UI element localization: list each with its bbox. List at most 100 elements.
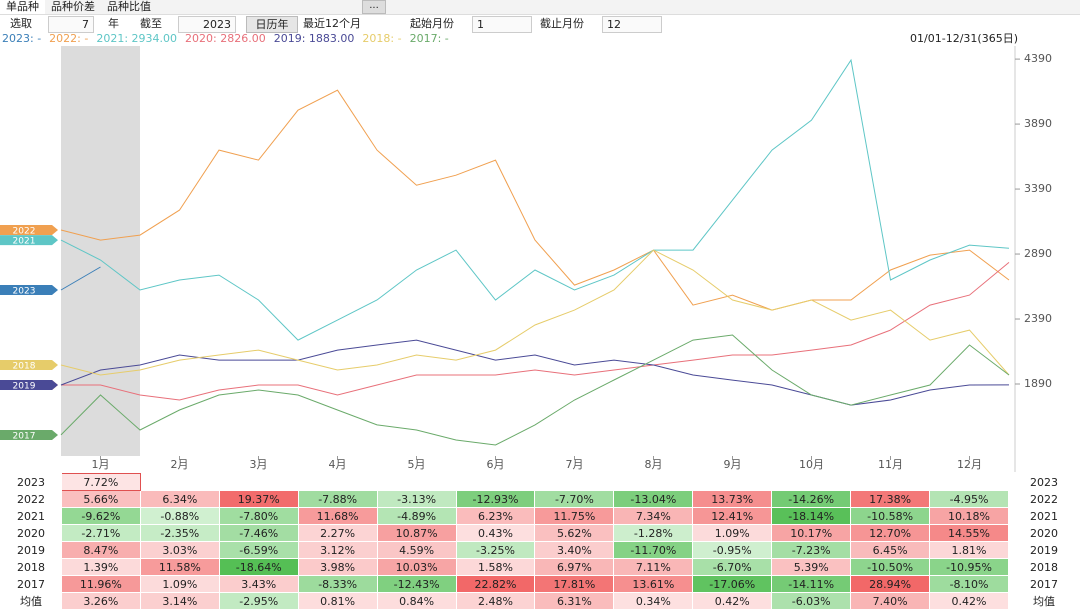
cell: 10.17% (771, 524, 852, 542)
series-tag (0, 285, 58, 296)
label: 截至 (140, 17, 162, 30)
legend-entry: 2019: 1883.00 (273, 32, 355, 45)
cell: 12.70% (850, 524, 931, 542)
tab[interactable]: 品种价差 (51, 0, 95, 13)
cell: -18.14% (771, 507, 852, 525)
cell: 4.59% (376, 541, 457, 559)
empty-cell (534, 473, 615, 491)
cell: 2.27% (297, 524, 378, 542)
series-tag (0, 224, 58, 235)
x-tick-label: 12月 (957, 458, 982, 471)
cell: 3.40% (534, 541, 615, 559)
cell: -9.62% (60, 507, 141, 525)
cell: 11.96% (60, 575, 141, 593)
cell: -13.04% (613, 490, 694, 508)
row-label: 2020 (0, 524, 62, 542)
cell: -4.95% (929, 490, 1009, 508)
cell: 3.26% (60, 592, 141, 610)
end-select[interactable]: 12 (602, 16, 662, 33)
cell: 6.31% (534, 592, 615, 610)
row-label: 均值 (0, 592, 62, 610)
label: 选取 (10, 17, 32, 30)
empty-cell (771, 473, 852, 491)
cell: 17.81% (534, 575, 615, 593)
label: 截止月份 (540, 17, 584, 30)
legend-entry: 2018: - (362, 32, 402, 45)
empty-cell (455, 473, 536, 491)
series-tag (0, 360, 58, 371)
more-button[interactable]: ... (362, 0, 386, 14)
cell: 1.09% (139, 575, 220, 593)
cell: -2.95% (218, 592, 299, 610)
x-tick-label: 5月 (408, 458, 426, 471)
cell: 3.12% (297, 541, 378, 559)
x-tick-label: 6月 (487, 458, 505, 471)
series-tag-label: 2017 (13, 431, 36, 441)
y-tick-label: 3390 (1024, 182, 1052, 195)
start-select[interactable]: 1 (472, 16, 532, 33)
years-input[interactable]: 7 (48, 16, 94, 33)
row-label: 2022 (0, 490, 62, 508)
cell: -3.13% (376, 490, 457, 508)
legend-entry: 2022: - (49, 32, 89, 45)
chart: 1890 2390 2890 3390 3890 4390 1月 2月 3月 4月 5月 6月 7月 8月… (0, 46, 1052, 472)
cell: -6.70% (692, 558, 773, 576)
cell: 13.73% (692, 490, 773, 508)
cell: -8.33% (297, 575, 378, 593)
cell: -12.93% (455, 490, 536, 508)
x-tick-label: 7月 (566, 458, 584, 471)
table-row: 2020 -2.71% -2.35% -7.46% 2.27% 10.87% 0.43% 5.… (0, 524, 1080, 542)
cell: 6.34% (139, 490, 220, 508)
recent-button[interactable]: 最近12个月 (303, 17, 361, 30)
cell: 2.48% (455, 592, 536, 610)
cell: -6.03% (771, 592, 852, 610)
legend: 2023: - 2022: - 2021: 2934.00 2020: 2826.00… (2, 32, 1078, 46)
x-tick-label: 1月 (92, 458, 110, 471)
cell: -4.89% (376, 507, 457, 525)
row-label: 2021 (1007, 507, 1080, 525)
cell: 0.43% (455, 524, 536, 542)
tab[interactable]: 品种比值 (107, 0, 151, 13)
tab[interactable]: 单品种 (0, 0, 45, 14)
cell: -12.43% (376, 575, 457, 593)
cell: 14.55% (929, 524, 1009, 542)
cell: -18.64% (218, 558, 299, 576)
cell: -2.71% (60, 524, 141, 542)
cell: 6.45% (850, 541, 931, 559)
y-tick-label: 1890 (1024, 377, 1052, 390)
cell: 3.14% (139, 592, 220, 610)
cell: 28.94% (850, 575, 931, 593)
cell: 11.68% (297, 507, 378, 525)
calendar-button[interactable]: 日历年 (246, 16, 298, 33)
cell: -3.25% (455, 541, 536, 559)
cell: 22.82% (455, 575, 536, 593)
y-tick-label: 4390 (1024, 52, 1052, 65)
series-tag-label: 2021 (13, 237, 36, 247)
empty-cell (218, 473, 299, 491)
cell: 3.98% (297, 558, 378, 576)
legend-entry: 2021: 2934.00 (96, 32, 178, 45)
tab-bar: 单品种 品种价差 品种比值 (0, 0, 1080, 15)
series-tag-label: 2019 (13, 382, 36, 392)
x-tick-label: 8月 (645, 458, 663, 471)
year-input[interactable]: 2023 (178, 16, 236, 33)
cell: 11.75% (534, 507, 615, 525)
cell: -7.23% (771, 541, 852, 559)
series-line (60, 58, 1010, 341)
table-row: 2023 7.72% 2023 (0, 473, 1080, 491)
series-line (60, 89, 1010, 311)
row-label: 2021 (0, 507, 62, 525)
cell: 13.61% (613, 575, 694, 593)
table: 2023 7.72% 2023 2022 5.66% 6.34% 19.37% -7.88% -… (0, 473, 1080, 610)
x-tick-label: 10月 (799, 458, 824, 471)
cell: 1.58% (455, 558, 536, 576)
cell: 10.87% (376, 524, 457, 542)
row-label: 2022 (1007, 490, 1080, 508)
empty-cell (139, 473, 220, 491)
row-label: 2020 (1007, 524, 1080, 542)
cell: 5.66% (60, 490, 141, 508)
series-tag (0, 429, 58, 440)
cell: 11.58% (139, 558, 220, 576)
cell: -7.46% (218, 524, 299, 542)
